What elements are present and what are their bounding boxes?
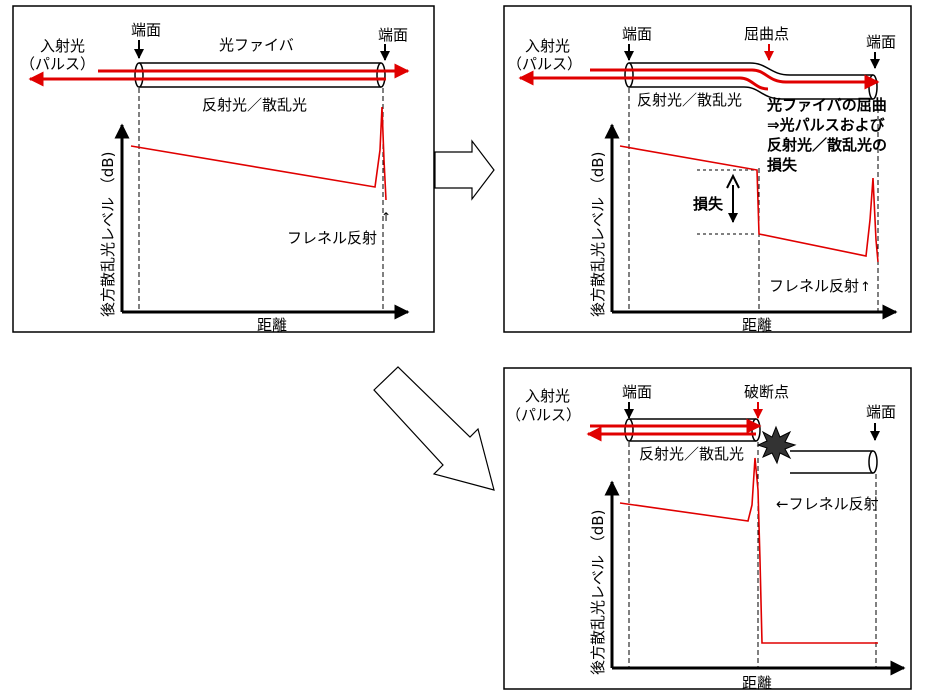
break-point-label: 破断点 <box>744 383 789 401</box>
loss-arrow-head-up <box>726 173 740 189</box>
loss-label: 損失 <box>693 195 724 213</box>
end-face-left-label: 端面 <box>622 383 652 401</box>
y-axis-label: 後方散乱光レベル （dB) <box>99 152 117 317</box>
panel-frame <box>503 5 912 333</box>
incident-light-label: 入射光 <box>525 387 570 405</box>
panel-frame <box>12 5 435 333</box>
end-face-right-label: 端面 <box>866 33 896 51</box>
bend-note-line4: 損失 <box>767 156 798 174</box>
bend-note-line2: ⇒光パルスおよび <box>767 116 885 134</box>
fresnel-label: ←フレネル反射 <box>776 495 879 513</box>
fiber-cylinder <box>134 62 386 88</box>
incident-pulse-arrow <box>590 68 880 90</box>
backscatter-trace <box>619 457 878 644</box>
fresnel-label: フレネル反射 <box>769 277 859 295</box>
panel-bend: 入射光 （パルス） 端面 屈曲点 端面 反射光／散乱光 光ファイバの屈曲 ⇒光パ… <box>503 5 912 334</box>
backscatter-label: 反射光／散乱光 <box>639 445 744 463</box>
end-face-left-label: 端面 <box>622 25 652 43</box>
end-face-right-label: 端面 <box>378 26 408 44</box>
fiber-label: 光ファイバ <box>219 36 294 54</box>
break-burst-icon <box>756 425 797 465</box>
bend-note-line1: 光ファイバの屈曲 <box>766 96 887 114</box>
fiber-segment-right <box>790 450 878 474</box>
transition-arrow-diagonal <box>373 366 495 491</box>
panel-normal: 入射光 （パルス） 端面 端面 光ファイバ 反射光／散乱光 後方散乱光レベル （… <box>12 5 435 334</box>
pulse-label: （パルス） <box>506 406 581 424</box>
bend-point-label: 屈曲点 <box>744 25 789 43</box>
pulse-label: （パルス） <box>20 55 95 73</box>
x-axis-label: 距離 <box>257 316 287 334</box>
backscatter-trace <box>619 145 879 263</box>
panel-frame <box>503 367 912 690</box>
fresnel-label: フレネル反射 <box>287 229 377 247</box>
incident-light-label: 入射光 <box>525 37 570 55</box>
backscatter-label: 反射光／散乱光 <box>202 96 307 114</box>
fresnel-pointer: ↑ <box>860 280 871 295</box>
pulse-label: （パルス） <box>507 55 582 73</box>
bend-note-line3: 反射光／散乱光の <box>767 136 887 154</box>
panel-break: 入射光 （パルス） 端面 破断点 端面 反射光／散乱光 <box>503 367 912 692</box>
incident-light-label: 入射光 <box>40 37 85 55</box>
y-axis-label: 後方散乱光レベル （dB) <box>589 510 607 675</box>
x-axis-label: 距離 <box>742 316 772 334</box>
x-axis-label: 距離 <box>742 674 772 692</box>
backscatter-trace <box>130 106 387 201</box>
fresnel-pointer: ↑ <box>381 210 391 224</box>
end-face-left-label: 端面 <box>131 21 161 39</box>
fiber-segment-left <box>624 418 761 442</box>
end-face-right-label: 端面 <box>866 403 896 421</box>
backscatter-arrow <box>518 70 769 91</box>
y-axis-label: 後方散乱光レベル （dB) <box>589 152 607 317</box>
backscatter-label: 反射光／散乱光 <box>637 91 742 109</box>
transition-arrow-right <box>434 139 495 201</box>
